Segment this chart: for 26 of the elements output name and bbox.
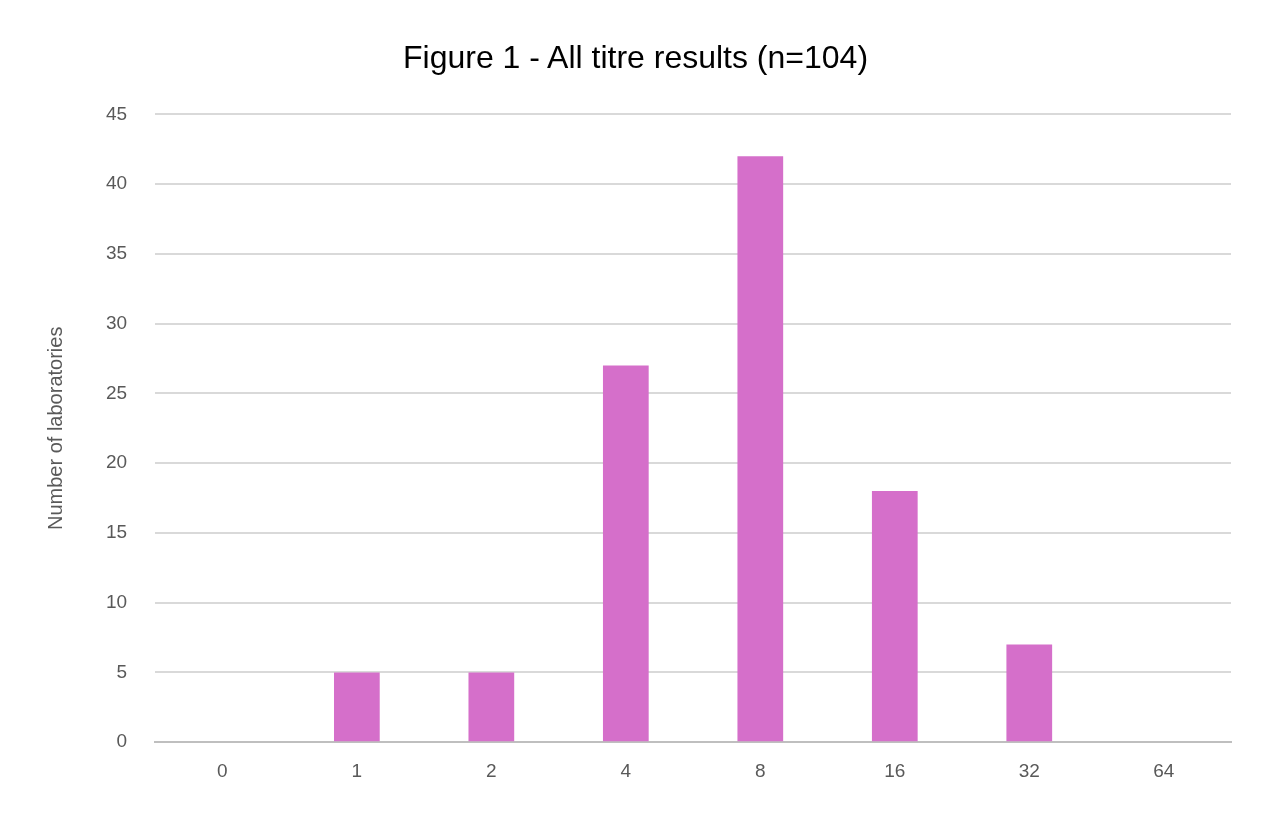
y-axis-title: Number of laboratories [43,326,66,531]
y-tick-label: 35 [105,242,128,264]
y-tick-label: 30 [105,311,128,333]
chart-title: Figure 1 - All titre results (n=104) [402,39,869,76]
y-tick-label: 45 [105,102,128,124]
x-tick-label: 8 [755,759,766,781]
x-tick-label: 4 [620,759,632,781]
bar [334,672,380,742]
y-tick-label: 25 [105,381,128,403]
bar [602,365,649,742]
x-tick-label: 32 [1018,759,1040,781]
bar [871,491,918,742]
y-tick-label: 15 [105,521,128,543]
bar [468,672,515,742]
y-tick-label: 0 [116,730,128,752]
x-tick-label: 1 [351,759,363,781]
y-tick-label: 5 [116,660,128,682]
bar [737,156,784,742]
x-tick-label: 64 [1153,759,1175,781]
x-tick-label: 0 [217,759,228,781]
bar [1006,644,1053,742]
y-tick-label: 10 [105,590,128,612]
y-tick-label: 40 [105,172,128,194]
x-tick-label: 2 [486,759,497,781]
x-tick-label: 16 [884,759,906,781]
y-tick-label: 20 [105,451,128,473]
